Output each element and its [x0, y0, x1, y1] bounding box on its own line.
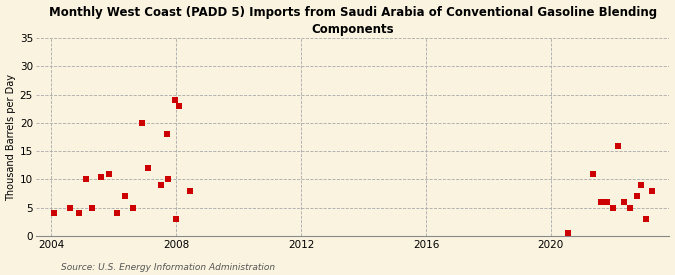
Point: [612, 143, 623, 148]
Point: [119, 194, 130, 199]
Point: [49, 211, 60, 216]
Point: [619, 200, 630, 204]
Point: [155, 183, 166, 187]
Point: [74, 211, 85, 216]
Point: [641, 217, 651, 221]
Point: [631, 194, 642, 199]
Point: [587, 172, 598, 176]
Point: [136, 121, 147, 125]
Point: [80, 177, 91, 182]
Point: [562, 231, 573, 235]
Point: [86, 205, 97, 210]
Point: [142, 166, 153, 170]
Point: [601, 200, 612, 204]
Point: [636, 183, 647, 187]
Point: [174, 104, 185, 108]
Point: [65, 205, 76, 210]
Point: [104, 172, 115, 176]
Point: [127, 205, 138, 210]
Title: Monthly West Coast (PADD 5) Imports from Saudi Arabia of Conventional Gasoline B: Monthly West Coast (PADD 5) Imports from…: [49, 6, 657, 35]
Point: [96, 174, 107, 179]
Point: [595, 200, 606, 204]
Point: [161, 132, 172, 136]
Point: [625, 205, 636, 210]
Y-axis label: Thousand Barrels per Day: Thousand Barrels per Day: [5, 74, 16, 200]
Text: Source: U.S. Energy Information Administration: Source: U.S. Energy Information Administ…: [61, 263, 275, 272]
Point: [111, 211, 122, 216]
Point: [608, 205, 619, 210]
Point: [185, 189, 196, 193]
Point: [163, 177, 174, 182]
Point: [171, 217, 182, 221]
Point: [169, 98, 180, 103]
Point: [647, 189, 657, 193]
